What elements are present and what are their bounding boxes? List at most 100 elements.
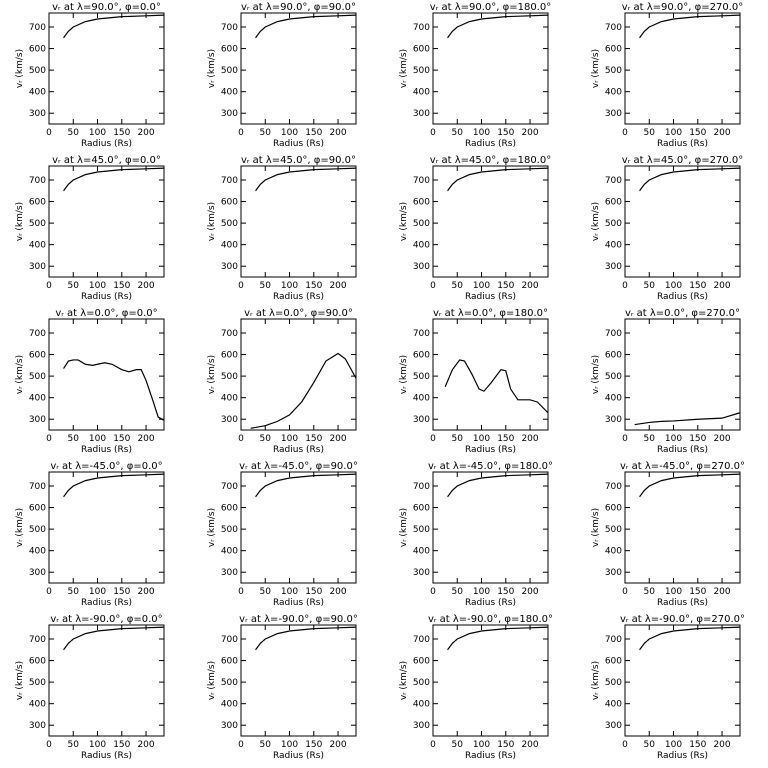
- x-tick-label: 50: [452, 587, 464, 597]
- x-tick-label: 50: [644, 587, 656, 597]
- plot-frame: [48, 12, 165, 125]
- line: [255, 473, 357, 498]
- y-tick-label: 600: [29, 657, 46, 667]
- x-tick-label: 50: [452, 128, 464, 138]
- y-tick-label: 700: [605, 482, 622, 492]
- x-tick-label: 50: [260, 587, 272, 597]
- plot-frame: [432, 12, 549, 125]
- y-tick-label: 600: [413, 657, 430, 667]
- plot-frame: [240, 471, 357, 584]
- y-tick-label: 400: [605, 547, 622, 557]
- x-axis-label: Radius (Rs): [465, 139, 516, 149]
- line: [63, 167, 165, 192]
- line: [250, 352, 357, 429]
- x-tick-label: 0: [46, 740, 52, 750]
- x-tick-label: 100: [473, 128, 490, 138]
- x-tick-label: 150: [305, 434, 322, 444]
- y-tick-label: 300: [413, 415, 430, 425]
- y-tick-label: 300: [413, 721, 430, 731]
- x-tick-label: 150: [689, 434, 706, 444]
- y-tick-label: 700: [605, 23, 622, 33]
- x-tick-label: 100: [473, 587, 490, 597]
- x-tick-label: 50: [68, 128, 80, 138]
- x-tick-label: 200: [329, 281, 346, 291]
- y-tick-label: 500: [605, 66, 622, 76]
- x-axis-label: Radius (Rs): [81, 445, 132, 455]
- y-axis-label: vᵣ (km/s): [207, 661, 217, 700]
- y-tick-label: 700: [221, 635, 238, 645]
- line: [447, 626, 549, 651]
- y-tick-label: 400: [221, 547, 238, 557]
- line: [447, 14, 549, 39]
- y-tick-label: 500: [221, 219, 238, 229]
- x-tick-label: 50: [452, 434, 464, 444]
- y-tick-label: 500: [29, 66, 46, 76]
- x-axis-label: Radius (Rs): [657, 292, 708, 302]
- y-tick-label: 500: [221, 525, 238, 535]
- x-tick-label: 150: [497, 740, 514, 750]
- x-axis-label: Radius (Rs): [81, 751, 132, 761]
- plot-frame: [624, 165, 741, 278]
- y-tick-label: 600: [413, 351, 430, 361]
- plot-frame: [48, 471, 165, 584]
- x-tick-label: 0: [430, 587, 436, 597]
- x-tick-label: 200: [521, 128, 538, 138]
- x-tick-label: 200: [329, 740, 346, 750]
- line: [63, 359, 165, 421]
- x-tick-label: 0: [238, 128, 244, 138]
- chart-title: vᵣ at λ=45.0°, φ=90.0°: [241, 155, 356, 166]
- x-tick-label: 200: [137, 740, 154, 750]
- x-tick-label: 100: [281, 434, 298, 444]
- x-tick-label: 0: [238, 740, 244, 750]
- x-tick-label: 0: [430, 128, 436, 138]
- y-axis-label: vᵣ (km/s): [15, 661, 25, 700]
- x-tick-label: 200: [137, 434, 154, 444]
- y-tick-label: 700: [605, 176, 622, 186]
- chart-title: vᵣ at λ=90.0°, φ=90.0°: [241, 2, 356, 13]
- plot-frame: [240, 165, 357, 278]
- y-tick-label: 400: [413, 700, 430, 710]
- x-tick-label: 50: [644, 281, 656, 291]
- y-tick-label: 700: [29, 23, 46, 33]
- y-tick-label: 300: [221, 262, 238, 272]
- y-axis-label: vᵣ (km/s): [399, 661, 409, 700]
- line: [634, 412, 741, 426]
- y-tick-label: 400: [413, 394, 430, 404]
- y-axis-label: vᵣ (km/s): [207, 355, 217, 394]
- chart-title: vᵣ at λ=-45.0°, φ=90.0°: [239, 461, 358, 472]
- y-tick-label: 400: [413, 88, 430, 98]
- x-tick-label: 200: [521, 281, 538, 291]
- x-tick-label: 100: [89, 587, 106, 597]
- y-tick-label: 500: [605, 525, 622, 535]
- y-tick-label: 300: [29, 415, 46, 425]
- y-tick-label: 500: [605, 372, 622, 382]
- y-tick-label: 300: [605, 568, 622, 578]
- x-tick-label: 200: [329, 587, 346, 597]
- chart-title: vᵣ at λ=45.0°, φ=180.0°: [430, 155, 551, 166]
- x-tick-label: 100: [89, 128, 106, 138]
- x-tick-label: 50: [260, 434, 272, 444]
- y-tick-label: 600: [221, 351, 238, 361]
- plot-frame: [240, 12, 357, 125]
- plot-frame: [432, 624, 549, 737]
- plot-frame: [240, 624, 357, 737]
- x-tick-label: 150: [113, 128, 130, 138]
- line: [639, 14, 741, 39]
- x-axis-label: Radius (Rs): [657, 139, 708, 149]
- y-tick-label: 300: [413, 262, 430, 272]
- chart-title: vᵣ at λ=-90.0°, φ=180.0°: [428, 614, 553, 625]
- x-tick-label: 100: [665, 281, 682, 291]
- y-tick-label: 400: [29, 394, 46, 404]
- x-tick-label: 200: [713, 281, 730, 291]
- x-tick-label: 0: [622, 587, 628, 597]
- chart-title: vᵣ at λ=-90.0°, φ=90.0°: [239, 614, 358, 625]
- plot-frame: [624, 318, 741, 431]
- plot-frame: [432, 318, 549, 431]
- x-tick-label: 50: [68, 434, 80, 444]
- x-axis-label: Radius (Rs): [273, 445, 324, 455]
- y-tick-label: 700: [605, 329, 622, 339]
- y-tick-label: 300: [413, 109, 430, 119]
- x-tick-label: 200: [713, 128, 730, 138]
- line: [63, 14, 165, 39]
